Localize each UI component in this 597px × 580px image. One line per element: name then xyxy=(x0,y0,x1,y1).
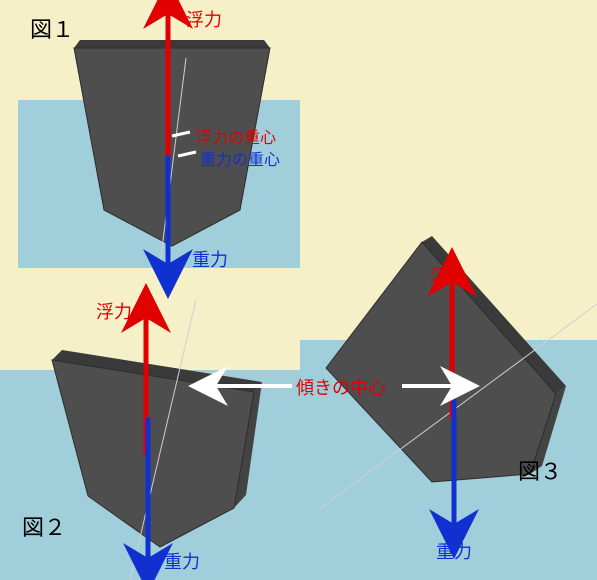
fig1-center-b-label: 浮力の重心 xyxy=(196,124,276,148)
fig1-title: 図１ xyxy=(30,12,74,44)
fig3-gravity-label: 重力 xyxy=(436,538,472,564)
tilt-center-label: 傾きの中心 xyxy=(296,374,386,400)
fig2-gravity-label: 重力 xyxy=(164,548,200,574)
fig2-buoyancy-label: 浮力 xyxy=(96,298,132,324)
arrows-layer xyxy=(0,0,597,580)
fig1-gravity-label: 重力 xyxy=(192,246,228,272)
fig1-buoyancy-label: 浮力 xyxy=(186,6,222,32)
fig3-title: 図３ xyxy=(518,454,562,486)
fig1-center-g-label: 重力の重心 xyxy=(200,146,280,170)
fig2-title: 図２ xyxy=(22,510,66,542)
fig3-buoyancy-label: 浮力 xyxy=(430,262,466,288)
